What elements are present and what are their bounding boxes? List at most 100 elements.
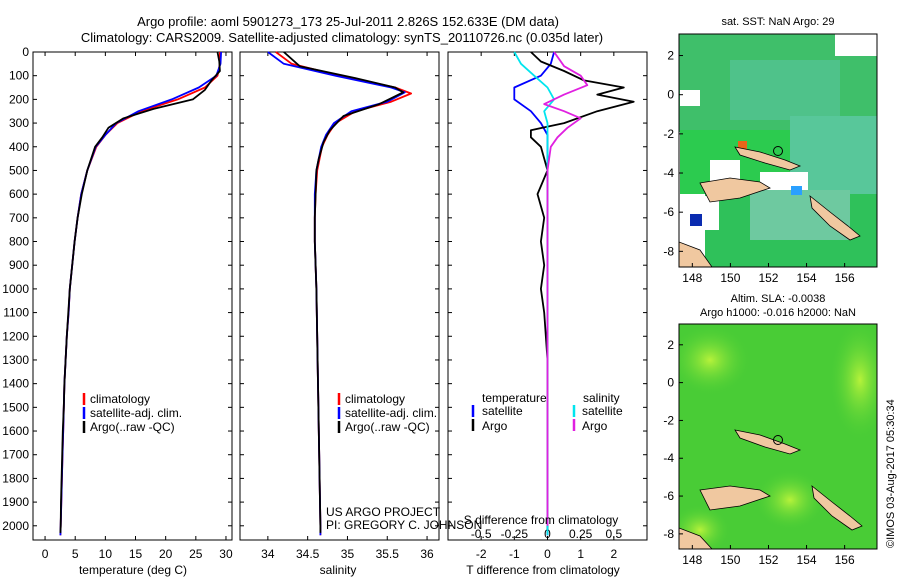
difference-chart: -2 -1 0 1 2-0.5 -0.25 0 0.25 0.5 (448, 51, 647, 561)
sla-map (679, 324, 877, 549)
new-britain-land (699, 485, 771, 511)
x-tick-label: 10 (99, 547, 113, 561)
legend-temperature-header: temperature (482, 391, 547, 405)
sst-map (679, 34, 877, 267)
temperature-chart: 0100200300400500600700800900100011001200… (2, 45, 233, 561)
x-tick-label: 15 (129, 547, 143, 561)
x-tick-label: 36 (420, 547, 434, 561)
map-y-tick-label: -2 (663, 413, 674, 427)
legend-temp-argo-label: Argo (482, 419, 508, 433)
map-y-tick-label: -8 (663, 527, 674, 541)
legend-argo-label: Argo(..raw -QC) (90, 420, 175, 434)
y-tick-label: 100 (9, 69, 29, 83)
map-x-tick-label: 152 (758, 553, 778, 567)
map-y-tick-label: -4 (663, 166, 674, 180)
y-tick-label: 200 (9, 92, 29, 106)
x-tick-label: 5 (72, 547, 79, 561)
map-x-tick-label: 156 (835, 271, 855, 285)
series-line-satellite-adj-clim- (59, 51, 222, 536)
legend-sat-label: satellite-adj. clim. (345, 406, 437, 420)
x-tick-label: 35 (341, 547, 355, 561)
map-x-tick-label: 154 (797, 553, 817, 567)
difference-legend: temperature satellite Argo salinity sate… (471, 391, 623, 433)
sla-high-anomaly (755, 470, 825, 530)
title-line-2: Climatology: CARS2009. Satellite-adjuste… (81, 30, 603, 45)
x2-tick-label: -0.25 (501, 527, 529, 541)
x-tick-label: 34.5 (296, 547, 320, 561)
series-line-argo-raw-qc- (59, 51, 221, 533)
sst-cloud-gap (835, 34, 877, 56)
map-x-tick-label: 150 (720, 271, 740, 285)
temperature-panel-frame (32, 51, 233, 541)
y-tick-label: 1100 (3, 306, 29, 320)
title-line-1: Argo profile: aoml 5901273_173 25-Jul-20… (137, 14, 559, 29)
sla-map-subtitle: Argo h1000: -0.016 h2000: NaN (700, 307, 856, 319)
map-y-tick-label: 0 (667, 376, 674, 390)
sla-map-axes: 148 150 152 154 156 2 0 -2 -4 -6 -8 (663, 338, 855, 567)
y-tick-label: 1500 (2, 400, 29, 414)
salinity-x-label: salinity (320, 563, 357, 577)
pi-credit: PI: GREGORY C. JOHNSON (326, 518, 482, 532)
y-tick-label: 1800 (2, 471, 29, 485)
legend-sal-argo-label: Argo (582, 419, 608, 433)
x-tick-label: 34 (261, 547, 275, 561)
x-tick-label: 35.5 (376, 547, 400, 561)
x-tick-label: 30 (219, 547, 233, 561)
legend-sat-label: satellite-adj. clim. (90, 406, 182, 420)
y-tick-label: 1000 (2, 282, 29, 296)
legend-argo-label: Argo(..raw -QC) (345, 420, 430, 434)
temperature-legend: climatology satellite-adj. clim. Argo(..… (82, 392, 182, 434)
s-difference-x-label: S difference from climatology (464, 513, 619, 527)
y-tick-label: 600 (9, 187, 29, 201)
temperature-x-label: temperature (deg C) (79, 563, 187, 577)
map-y-tick-label: -8 (663, 244, 674, 258)
sla-map-title: Altim. SLA: -0.0038 (731, 293, 826, 305)
y-tick-label: 500 (9, 163, 29, 177)
salinity-chart: 34 34.5 35 35.5 36 (240, 51, 439, 561)
sst-map-frame (678, 33, 878, 268)
x-tick-label: 1 (577, 547, 584, 561)
sst-argo-marker (773, 146, 783, 156)
new-guinea-land (679, 527, 713, 549)
legend-sal-sat-label: satellite (582, 404, 623, 418)
imos-timestamp: ©IMOS 03-Aug-2017 05:30:34 (885, 399, 897, 548)
x2-tick-label: 0.25 (569, 527, 593, 541)
y-tick-label: 900 (9, 258, 29, 272)
legend-salinity-header: salinity (583, 391, 620, 405)
map-x-tick-label: 148 (682, 553, 702, 567)
sst-blue-pixel (791, 186, 802, 195)
x2-tick-label: -0.5 (471, 527, 492, 541)
sst-cold-pixel (690, 214, 702, 226)
sla-map-frame (678, 323, 878, 550)
series-line-climatology (59, 52, 221, 536)
y-tick-label: 1600 (2, 424, 29, 438)
sst-warm-pixel (738, 141, 747, 149)
map-y-tick-label: -4 (663, 451, 674, 465)
y-tick-label: 300 (9, 116, 29, 130)
y-tick-label: 1300 (2, 353, 29, 367)
bougainville-land (811, 485, 863, 531)
series-line-salinity-argo (543, 51, 589, 526)
legend-clim-label: climatology (90, 392, 150, 406)
x-tick-label: 25 (189, 547, 203, 561)
y-tick-label: 400 (9, 140, 29, 154)
sst-map-axes: 148 150 152 154 156 2 0 -2 -4 -6 -8 (663, 49, 855, 285)
sst-cloud-gap (680, 90, 700, 106)
sla-argo-marker (773, 435, 783, 445)
x-tick-label: 0 (544, 547, 551, 561)
x-tick-label: 2 (610, 547, 617, 561)
map-x-tick-label: 150 (720, 553, 740, 567)
sst-map-title: sat. SST: NaN Argo: 29 (721, 16, 834, 28)
new-britain-land (699, 177, 771, 203)
map-x-tick-label: 148 (682, 271, 702, 285)
legend-clim-label: climatology (345, 392, 405, 406)
sla-high-anomaly (830, 324, 877, 440)
project-credit: US ARGO PROJECT (326, 505, 441, 519)
map-y-tick-label: 2 (667, 49, 674, 63)
y-tick-label: 1900 (2, 495, 29, 509)
series-line-temperature-argo (530, 51, 635, 533)
map-y-tick-label: 0 (667, 88, 674, 102)
map-y-tick-label: -6 (663, 489, 674, 503)
bougainville-land (809, 195, 861, 241)
